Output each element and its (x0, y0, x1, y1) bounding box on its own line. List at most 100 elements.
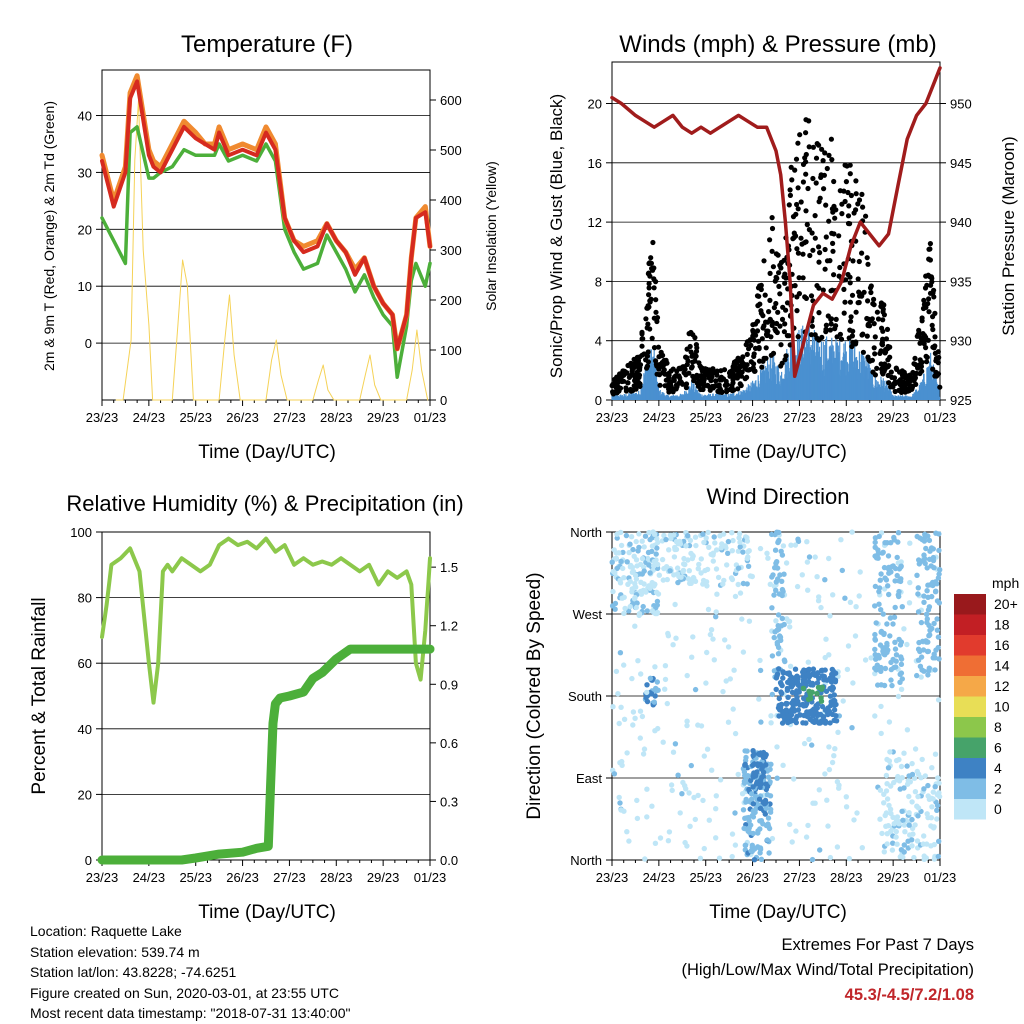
direction-point (714, 591, 720, 597)
gust-point (738, 382, 744, 389)
temp-ytick-label: 40 (78, 109, 92, 124)
direction-point (759, 774, 765, 780)
direction-point (712, 540, 718, 546)
gust-point (831, 272, 837, 278)
rh-ytick-label: 40 (78, 722, 92, 737)
direction-point (805, 712, 811, 718)
gust-point (853, 339, 859, 345)
gust-point (842, 299, 848, 305)
direction-point (767, 766, 773, 772)
direction-point (826, 766, 833, 773)
temp-xtick-label: 28/23 (320, 410, 353, 425)
gust-point (646, 285, 652, 291)
direction-point (710, 636, 716, 642)
gust-point (893, 365, 899, 371)
direction-point (794, 694, 800, 700)
direction-point (757, 657, 763, 664)
direction-point (696, 561, 702, 568)
rh-xtick-label: 01/23 (414, 870, 447, 885)
direction-point (897, 679, 903, 685)
direction-point (743, 799, 749, 805)
direction-point (661, 532, 667, 539)
gust-point (865, 298, 871, 304)
direction-point (918, 674, 924, 680)
gust-point (864, 333, 870, 339)
gust-point (927, 241, 934, 247)
humidity-xlabel: Time (Day/UTC) (198, 902, 336, 923)
gust-point (923, 353, 929, 359)
rh-ytick-label: 0 (85, 853, 92, 868)
gust-point (926, 296, 932, 302)
gust-point (848, 318, 854, 324)
direction-point (891, 779, 897, 786)
direction-point (613, 555, 619, 561)
direction-point (787, 821, 793, 828)
direction-point (634, 797, 640, 804)
direction-point (793, 828, 799, 834)
direction-point (652, 610, 658, 617)
direction-point (671, 554, 678, 560)
direction-point (729, 831, 736, 837)
direction-point (892, 604, 898, 611)
direction-point (935, 853, 941, 860)
gust-point (636, 374, 642, 380)
direction-point (757, 805, 764, 811)
gust-point (899, 372, 906, 378)
gust-point (773, 328, 779, 334)
gust-point (865, 321, 871, 327)
direction-point (818, 604, 824, 611)
gust-point (932, 334, 938, 340)
direction-point (760, 754, 767, 760)
direction-point (641, 746, 648, 752)
gust-point (746, 346, 752, 352)
direction-point (612, 570, 618, 576)
gust-point (829, 287, 835, 293)
direction-point (923, 611, 930, 617)
gust-point (789, 177, 795, 183)
direction-point (929, 804, 935, 810)
gust-point (865, 354, 871, 360)
direction-point (737, 539, 743, 545)
direction-point (779, 578, 785, 584)
direction-point (765, 774, 772, 780)
direction-point (641, 544, 647, 550)
gust-point (892, 388, 898, 395)
gust-point (801, 240, 808, 246)
direction-point (912, 746, 919, 752)
wind-ytick-label: 12 (588, 215, 602, 230)
gust-point (663, 377, 669, 383)
direction-point (901, 626, 907, 632)
gust-point (662, 371, 668, 377)
direction-point (829, 759, 836, 766)
rh-ytick-label: 100 (70, 525, 92, 540)
direction-point (683, 786, 689, 792)
direction-point (781, 571, 787, 577)
direction-point (829, 666, 835, 673)
gust-point (886, 380, 892, 386)
direction-point (780, 669, 786, 675)
wind-xtick-label: 29/23 (877, 410, 910, 425)
gust-point (795, 250, 802, 256)
gust-point (803, 159, 809, 165)
gust-point (794, 246, 800, 252)
direction-point (692, 816, 698, 823)
direction-point (886, 719, 893, 725)
direction-point (632, 623, 638, 629)
direction-point (730, 706, 736, 712)
direction-point (900, 817, 906, 823)
gust-point (806, 144, 812, 150)
direction-point (729, 853, 735, 860)
direction-point (765, 815, 772, 821)
gust-point (820, 158, 826, 164)
gust-point (719, 389, 725, 395)
direction-point (619, 762, 625, 768)
direction-point (934, 802, 941, 809)
direction-point (786, 618, 792, 625)
dir-ytick-label: North (570, 853, 602, 868)
direction-point (740, 580, 747, 587)
direction-point (617, 800, 623, 806)
gust-point (761, 323, 767, 329)
direction-point (698, 570, 704, 576)
direction-point (774, 639, 780, 646)
